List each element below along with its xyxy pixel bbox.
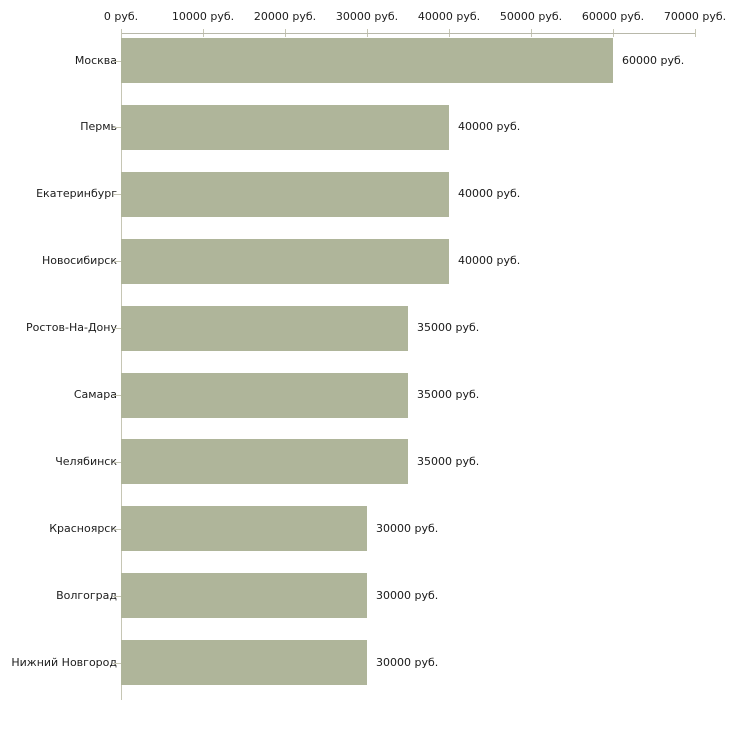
category-tick-mark <box>113 395 121 396</box>
value-label: 30000 руб. <box>376 656 439 669</box>
category-tick-mark <box>113 529 121 530</box>
bar-9 <box>121 640 367 685</box>
category-label: Ростов-На-Дону <box>25 321 117 334</box>
category-tick-mark <box>113 596 121 597</box>
x-axis-tick-label: 70000 руб. <box>663 10 727 23</box>
bar-0 <box>121 38 613 83</box>
x-axis-tick-mark <box>695 29 696 37</box>
category-label: Москва <box>74 54 117 67</box>
category-tick-mark <box>113 61 121 62</box>
x-axis-tick-label: 50000 руб. <box>499 10 563 23</box>
value-label: 60000 руб. <box>622 54 685 67</box>
bar-8 <box>121 573 367 618</box>
y-axis-line <box>121 33 122 700</box>
value-label: 40000 руб. <box>458 120 521 133</box>
x-axis-tick-label: 30000 руб. <box>335 10 399 23</box>
value-label: 30000 руб. <box>376 589 439 602</box>
bar-3 <box>121 239 449 284</box>
category-tick-mark <box>113 663 121 664</box>
value-label: 40000 руб. <box>458 187 521 200</box>
value-label: 40000 руб. <box>458 254 521 267</box>
category-label: Нижний Новгород <box>11 656 117 669</box>
value-label: 35000 руб. <box>417 455 480 468</box>
category-label: Пермь <box>80 120 117 133</box>
bar-2 <box>121 172 449 217</box>
category-label: Екатеринбург <box>36 187 117 200</box>
category-tick-mark <box>113 194 121 195</box>
value-label: 30000 руб. <box>376 522 439 535</box>
bar-1 <box>121 105 449 150</box>
bar-5 <box>121 373 408 418</box>
x-axis-tick-label: 60000 руб. <box>581 10 645 23</box>
category-label: Красноярск <box>49 522 117 535</box>
category-tick-mark <box>113 328 121 329</box>
x-axis-tick-label: 0 руб. <box>103 10 139 23</box>
x-axis-tick-label: 10000 руб. <box>171 10 235 23</box>
category-tick-mark <box>113 261 121 262</box>
bar-6 <box>121 439 408 484</box>
value-label: 35000 руб. <box>417 388 480 401</box>
category-label: Самара <box>73 388 117 401</box>
x-axis-tick-label: 40000 руб. <box>417 10 481 23</box>
bar-7 <box>121 506 367 551</box>
value-label: 35000 руб. <box>417 321 480 334</box>
category-label: Волгоград <box>56 589 117 602</box>
category-tick-mark <box>113 462 121 463</box>
category-label: Новосибирск <box>41 254 117 267</box>
bar-4 <box>121 306 408 351</box>
category-tick-mark <box>113 127 121 128</box>
x-axis-tick-label: 20000 руб. <box>253 10 317 23</box>
category-label: Челябинск <box>55 455 117 468</box>
x-axis-line <box>121 33 695 34</box>
